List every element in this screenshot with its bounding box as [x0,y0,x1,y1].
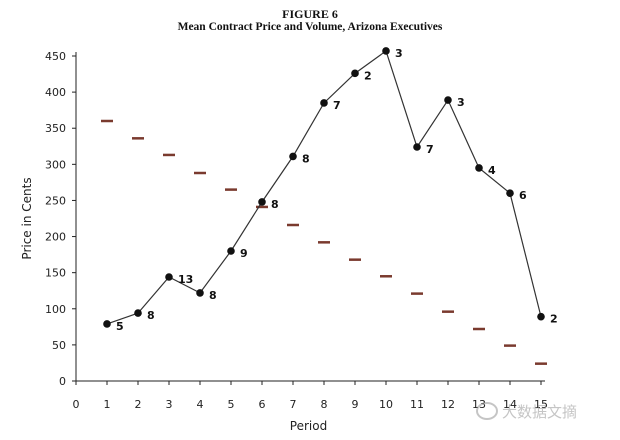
data-point [537,312,545,321]
watermark-text: 大数据文摘 [502,402,578,421]
data-label: 5 [116,320,124,333]
data-label: 3 [457,96,465,109]
y-tick-label: 200 [45,231,66,244]
x-tick-label: 4 [197,398,204,411]
data-label: 3 [395,47,403,60]
y-axis-label: Price in Cents [20,177,34,259]
wechat-icon [476,402,498,420]
series-line [106,49,542,325]
data-label: 6 [519,189,527,202]
data-point [351,69,359,78]
watermark: 大数据文摘 [476,398,616,424]
data-point [444,96,452,104]
data-label: 8 [302,152,310,165]
y-tick-label: 100 [45,303,66,316]
x-tick-label: 15 [534,398,548,411]
y-tick-label: 0 [59,375,66,388]
data-label: 7 [426,143,434,156]
data-point [258,198,266,206]
data-label: 8 [209,289,217,302]
y-tick-label: 300 [45,158,66,171]
data-label: 9 [240,247,248,260]
data-label: 2 [550,313,558,326]
dash-series [101,119,547,365]
data-point [289,152,297,161]
x-tick-label: 1 [104,398,111,411]
data-point [506,189,514,198]
data-point [227,247,235,255]
y-tick-label: 450 [45,50,66,63]
y-tick-label: 150 [45,267,66,280]
data-point [103,320,111,328]
x-tick-label: 7 [290,398,297,411]
x-tick-label: 5 [228,398,235,411]
data-point [196,289,204,297]
x-tick-label: 12 [441,398,455,411]
figure-title: Mean Contract Price and Volume, Arizona … [177,21,443,33]
x-tick-label: 11 [410,398,424,411]
price-series: 5 8 13 8 9 8 8 7 2 3 7 3 4 6 2 [103,47,558,333]
data-label: 4 [488,164,496,177]
x-tick-label: 8 [321,398,328,411]
y-tick-label: 350 [45,122,66,135]
x-tick-label: 14 [503,398,517,411]
data-label: 2 [364,69,372,82]
data-label: 8 [271,198,279,211]
x-tick-label: 10 [379,398,393,411]
data-point [475,164,483,172]
x-tick-label: 0 [73,398,80,411]
y-tick-label: 50 [52,339,66,352]
data-point [413,143,421,151]
y-tick-label: 250 [45,194,66,207]
figure-number: FIGURE 6 [282,7,338,21]
x-axis-label: Period [290,419,327,433]
y-tick-label: 400 [45,86,66,99]
x-tick-label: 9 [352,398,359,411]
data-label: 13 [178,273,193,286]
data-point [320,99,328,107]
data-label: 7 [333,99,341,112]
data-point [165,273,173,281]
x-tick-label: 6 [259,398,266,411]
data-point [382,47,390,55]
data-label: 8 [147,309,155,322]
x-tick-label: 2 [135,398,142,411]
x-tick-label: 3 [166,398,173,411]
data-point [134,309,142,317]
